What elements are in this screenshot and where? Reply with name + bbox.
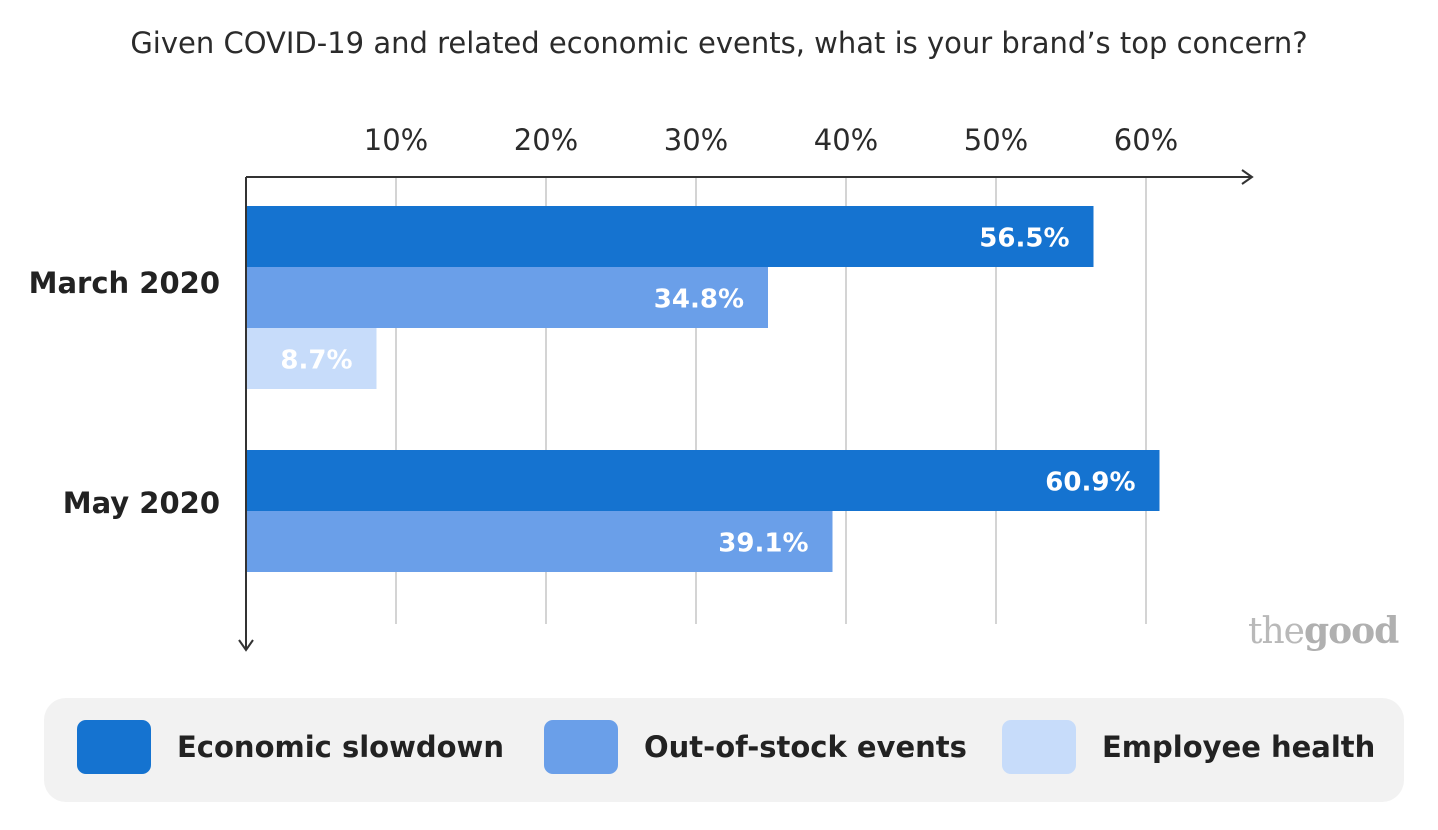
legend-swatch-employee-health bbox=[1002, 720, 1076, 774]
legend-swatch-out-of-stock-events bbox=[544, 720, 618, 774]
x-tick-label: 60% bbox=[1114, 123, 1178, 157]
bar-employee-health bbox=[246, 328, 377, 389]
data-label: 34.8% bbox=[654, 285, 744, 315]
category-label-march-2020: March 2020 bbox=[28, 266, 220, 300]
bar-chart-plot: 10% 20% 30% 40% 50% 60% 56.5% 34.8% 8.7% 60.9% 39… bbox=[238, 123, 1254, 652]
legend-label-employee-health: Employee health bbox=[1102, 730, 1376, 764]
category-label-may-2020: May 2020 bbox=[62, 486, 220, 520]
x-tick-label: 30% bbox=[664, 123, 728, 157]
x-tick-label: 20% bbox=[514, 123, 578, 157]
bar-out-of-stock-events bbox=[246, 511, 833, 572]
legend: Economic slowdown Out-of-stock events Em… bbox=[44, 698, 1404, 802]
legend-label-out-of-stock-events: Out-of-stock events bbox=[644, 730, 967, 764]
data-label: 39.1% bbox=[718, 529, 808, 559]
legend-label-economic-slowdown: Economic slowdown bbox=[177, 730, 504, 764]
bar-economic-slowdown bbox=[246, 450, 1160, 511]
x-axis-arrow-icon bbox=[1241, 169, 1254, 185]
y-axis-arrow-icon bbox=[238, 639, 254, 652]
x-tick-label: 50% bbox=[964, 123, 1028, 157]
data-label: 56.5% bbox=[979, 224, 1069, 254]
legend-item-employee-health: Employee health bbox=[1002, 720, 1375, 774]
legend-item-economic-slowdown: Economic slowdown bbox=[77, 720, 504, 774]
legend-swatch-economic-slowdown bbox=[77, 720, 151, 774]
x-tick-label: 40% bbox=[814, 123, 878, 157]
x-tick-label: 10% bbox=[364, 123, 428, 157]
data-label: 8.7% bbox=[280, 346, 352, 376]
chart-title: Given COVID-19 and related economic even… bbox=[130, 26, 1308, 60]
watermark-logo: thegood bbox=[1248, 610, 1399, 652]
data-label: 60.9% bbox=[1045, 468, 1135, 498]
legend-item-out-of-stock-events: Out-of-stock events bbox=[544, 720, 967, 774]
bar-out-of-stock-events bbox=[246, 267, 768, 328]
bar-economic-slowdown bbox=[246, 206, 1094, 267]
